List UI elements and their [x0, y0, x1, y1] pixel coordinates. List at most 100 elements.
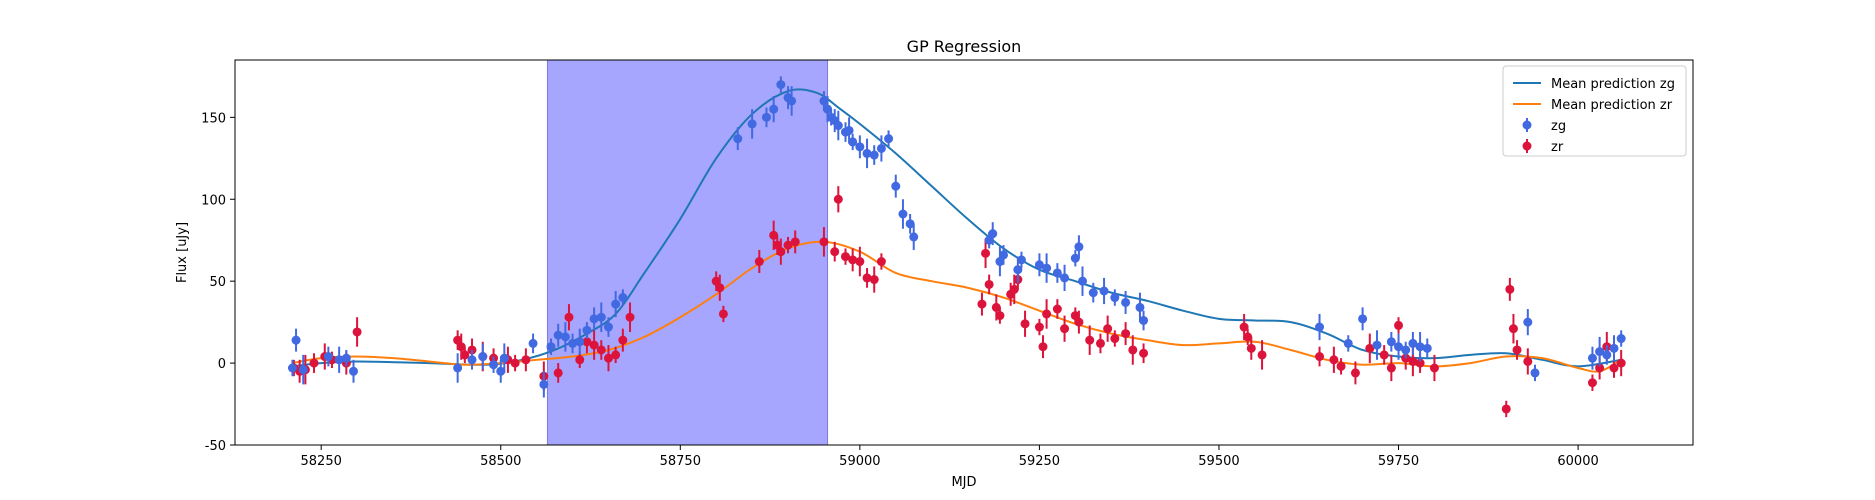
x-tick-label: 59000: [839, 454, 880, 469]
zg-point: [582, 322, 592, 339]
x-tick: 59750: [1378, 445, 1419, 469]
zg-point: [988, 222, 998, 246]
zr-point: [1060, 315, 1070, 342]
x-tick: 58500: [480, 445, 521, 469]
zg-point: [589, 307, 599, 331]
zg-point: [1372, 330, 1382, 360]
zg-point: [844, 117, 854, 144]
zg-point: [1078, 266, 1088, 296]
x-tick-label: 58250: [301, 454, 342, 469]
zr-point: [352, 317, 362, 347]
zg-point: [323, 346, 333, 367]
zr-points-layer: [289, 186, 1626, 418]
zg-point: [905, 214, 915, 234]
zr-point: [995, 307, 1005, 324]
zg-point: [546, 338, 556, 355]
legend-label: Mean prediction zr: [1551, 98, 1673, 113]
zr-point: [1329, 346, 1339, 373]
zr-point: [819, 227, 829, 257]
zr-point: [1523, 348, 1533, 375]
legend-label: zg: [1551, 119, 1566, 134]
y-tick-label: 0: [218, 357, 226, 372]
zr-point: [1386, 354, 1396, 382]
zg-point: [733, 127, 743, 151]
zg-point: [291, 328, 301, 352]
zg-point: [1530, 364, 1540, 382]
zg-point: [1609, 335, 1619, 362]
zg-point: [1422, 338, 1432, 359]
zr-point: [596, 340, 606, 360]
y-tick-label: 100: [201, 193, 226, 208]
x-tick: 59250: [1019, 445, 1060, 469]
x-axis-ticks: 58250 58500 58750 59000 59250 59500 59750 60000: [301, 445, 1599, 469]
zg-point: [1523, 309, 1533, 336]
zr-point: [1365, 333, 1375, 364]
zr-point: [1052, 299, 1062, 319]
chart-title: GP Regression: [907, 37, 1022, 56]
zg-point: [776, 76, 786, 93]
zg-point: [1099, 277, 1109, 305]
zg-point: [999, 245, 1009, 265]
zg-point: [560, 322, 570, 352]
zg-point: [747, 109, 757, 139]
zg-point: [1587, 346, 1597, 370]
zg-point: [467, 349, 477, 370]
x-tick: 59000: [839, 445, 881, 469]
legend-entry: Mean prediction zg: [1513, 77, 1675, 92]
y-axis-label: Flux [uJy]: [175, 222, 190, 283]
zr-point: [1243, 328, 1253, 346]
zg-point: [1394, 333, 1404, 360]
zg-point: [995, 246, 1005, 277]
x-axis-label: MJD: [951, 475, 976, 490]
zg-point: [855, 135, 865, 159]
zr-point: [625, 302, 635, 332]
zg-point: [909, 223, 919, 251]
zr-point: [833, 186, 843, 213]
zg-point: [761, 107, 771, 128]
zr-point: [460, 346, 470, 364]
y-tick: 100: [201, 193, 235, 208]
zr-point: [715, 274, 725, 301]
zr-point: [981, 238, 991, 269]
x-tick-label: 58750: [660, 454, 701, 469]
zg-point: [787, 86, 797, 116]
zr-point: [1501, 400, 1511, 418]
y-tick-label: 150: [201, 111, 226, 126]
zr-point: [984, 274, 994, 295]
zg-point: [453, 353, 463, 383]
zr-point: [1616, 349, 1626, 377]
zg-point: [349, 359, 359, 383]
zr-point: [848, 248, 858, 272]
zg-point: [1315, 313, 1325, 341]
zg-point: [603, 317, 613, 337]
zg-point: [528, 333, 538, 354]
zr-point: [1038, 335, 1048, 359]
zg-point: [575, 328, 585, 355]
zr-point: [869, 266, 879, 293]
zg-point: [1042, 253, 1052, 283]
zr-point: [1246, 336, 1256, 360]
zg-point: [1034, 253, 1044, 277]
zg-point: [1595, 336, 1605, 367]
zr-point: [1379, 345, 1389, 365]
mean-prediction-zr-line: [292, 240, 1622, 373]
zg-point: [1616, 330, 1626, 347]
plot-area-frame: [234, 59, 1694, 446]
zg-point: [334, 346, 344, 373]
zr-point: [1121, 322, 1131, 346]
x-tick: 60000: [1557, 445, 1599, 469]
zr-point: [1315, 346, 1325, 367]
zr-point: [783, 236, 793, 254]
zr-point: [1085, 325, 1095, 355]
zr-point: [830, 241, 840, 262]
zr-point: [603, 345, 613, 372]
zg-point: [298, 354, 308, 385]
zr-point: [862, 268, 872, 288]
zg-point: [848, 133, 858, 151]
x-tick: 58250: [301, 445, 342, 469]
legend-marker-swatch: [1522, 141, 1532, 151]
zg-point: [1408, 331, 1418, 355]
zr-point: [1042, 299, 1052, 329]
zg-point: [1358, 307, 1368, 331]
